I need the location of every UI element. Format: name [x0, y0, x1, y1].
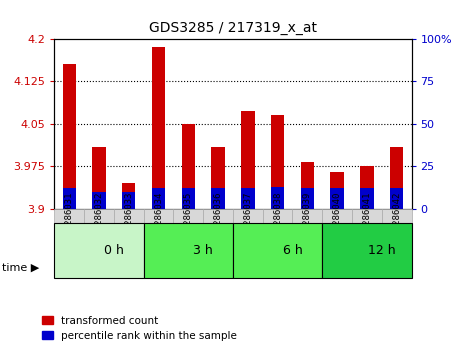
Bar [352, 209, 382, 223]
Bar [241, 112, 254, 209]
Bar [331, 172, 344, 209]
Bar [203, 209, 233, 223]
Text: GSM286031: GSM286031 [65, 192, 74, 240]
Bar [241, 188, 254, 209]
Bar [92, 192, 106, 209]
Bar [54, 209, 84, 223]
Bar [62, 188, 76, 209]
Title: GDS3285 / 217319_x_at: GDS3285 / 217319_x_at [149, 21, 317, 35]
Bar [233, 209, 263, 223]
Text: 12 h: 12 h [368, 244, 395, 257]
Bar [322, 223, 412, 278]
Text: 6 h: 6 h [282, 244, 302, 257]
Text: 0 h: 0 h [104, 244, 124, 257]
Bar [301, 162, 314, 209]
Bar [331, 188, 344, 209]
Bar [211, 147, 225, 209]
Bar [114, 209, 144, 223]
Legend: transformed count, percentile rank within the sample: transformed count, percentile rank withi… [38, 312, 241, 345]
Bar [144, 209, 174, 223]
Bar [322, 209, 352, 223]
Bar [271, 115, 284, 209]
Text: GSM286033: GSM286033 [124, 192, 133, 240]
Bar [211, 188, 225, 209]
Bar [152, 47, 165, 209]
Bar [271, 187, 284, 209]
Bar [122, 183, 135, 209]
Text: GSM286042: GSM286042 [392, 192, 401, 240]
Bar [152, 188, 165, 209]
Bar [382, 209, 412, 223]
Bar [84, 209, 114, 223]
Text: GSM286039: GSM286039 [303, 192, 312, 240]
Bar [122, 192, 135, 209]
Bar [301, 188, 314, 209]
Bar [360, 188, 374, 209]
Text: GSM286041: GSM286041 [362, 192, 371, 240]
Text: GSM286037: GSM286037 [243, 192, 252, 240]
Text: GSM286034: GSM286034 [154, 192, 163, 240]
Text: GSM286040: GSM286040 [333, 192, 342, 240]
Bar [390, 188, 403, 209]
Bar [62, 64, 76, 209]
Text: time ▶: time ▶ [2, 262, 40, 272]
Bar [92, 147, 106, 209]
Bar [233, 223, 322, 278]
Bar [292, 209, 322, 223]
Bar [182, 188, 195, 209]
Bar [360, 166, 374, 209]
Bar [54, 223, 144, 278]
Bar [263, 209, 292, 223]
Text: 3 h: 3 h [193, 244, 213, 257]
Bar [174, 209, 203, 223]
Text: GSM286036: GSM286036 [214, 192, 223, 240]
Text: GSM286032: GSM286032 [95, 192, 104, 240]
Text: GSM286035: GSM286035 [184, 192, 193, 240]
Bar [182, 124, 195, 209]
Bar [144, 223, 233, 278]
Text: GSM286038: GSM286038 [273, 192, 282, 240]
Bar [390, 147, 403, 209]
